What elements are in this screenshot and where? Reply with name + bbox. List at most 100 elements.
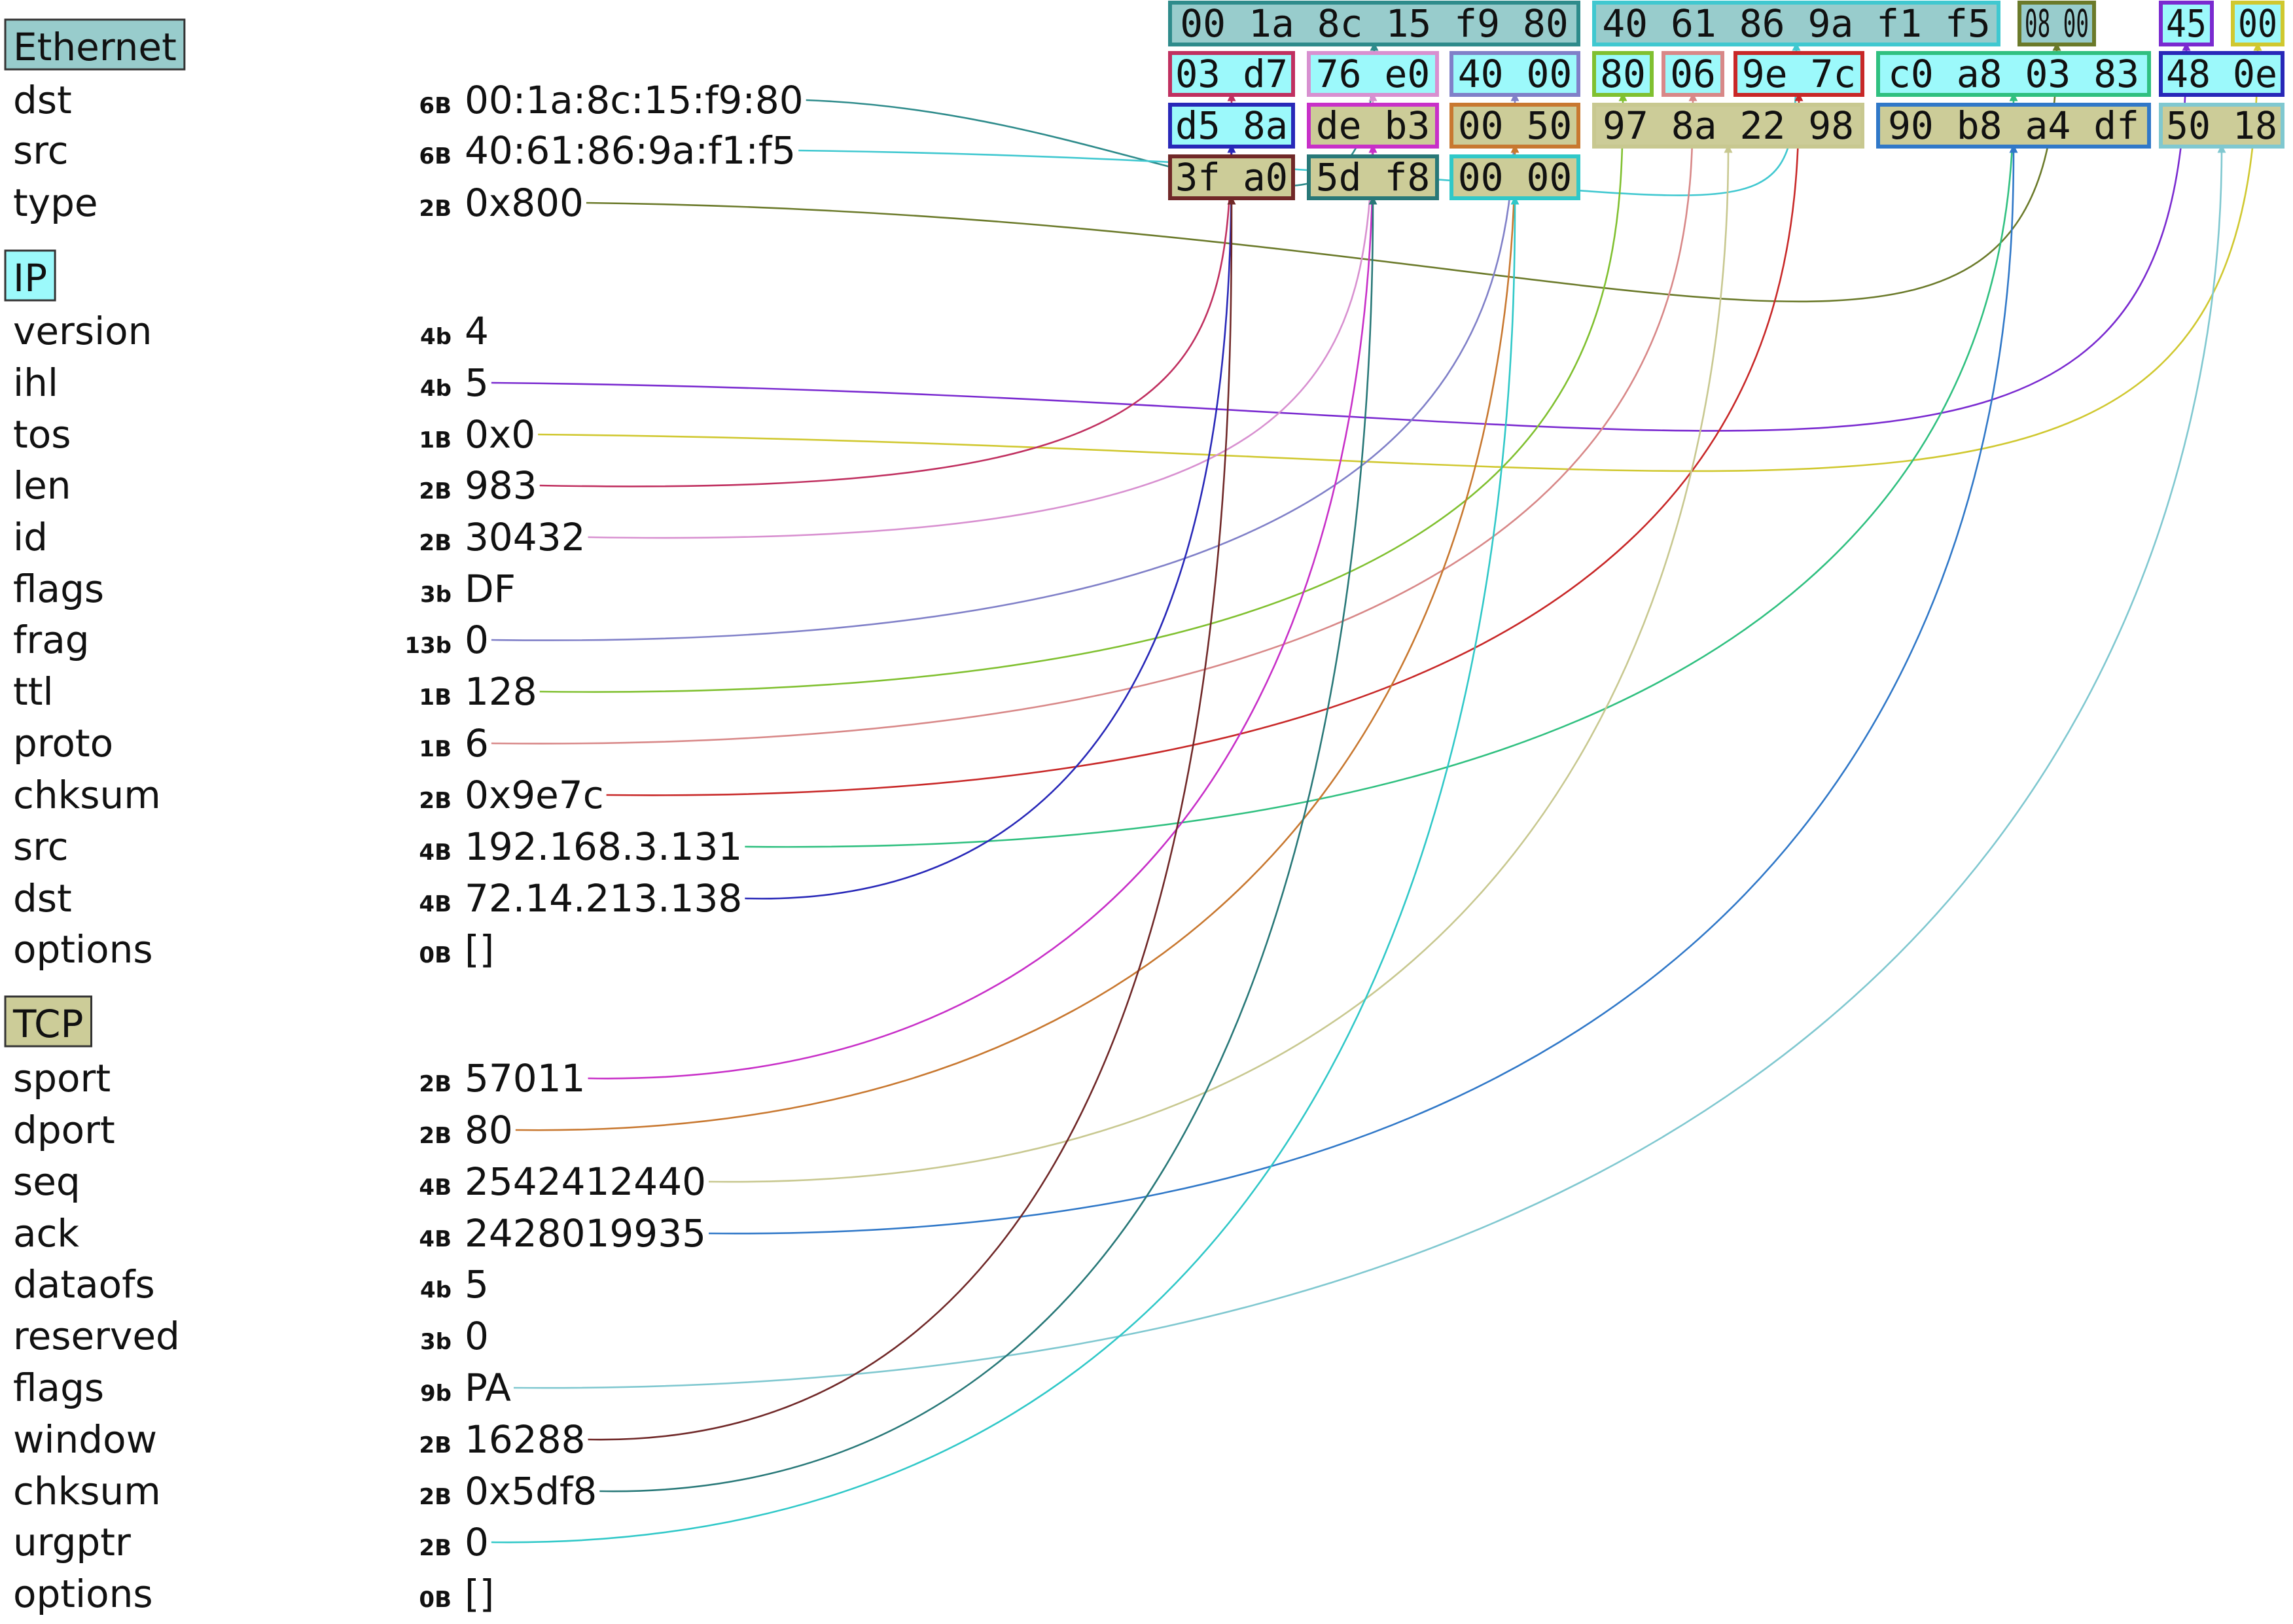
hex-group-box <box>1662 51 1724 97</box>
hex-group-box <box>1168 103 1295 149</box>
hex-group-ip-version-ihl: 45 <box>2159 1 2214 46</box>
field-name: flags <box>13 1366 104 1410</box>
field-name: id <box>13 515 48 559</box>
field-value: 30432 <box>465 515 586 559</box>
field-name: chksum <box>13 1469 161 1513</box>
field-row-ethernet-src: src 6B 40:61:86:9a:f1:f5 <box>13 128 796 173</box>
field-value: 0x0 <box>465 412 535 457</box>
field-size: 2B <box>419 1071 452 1097</box>
link-ip-frag <box>491 92 1520 641</box>
hex-group-ip-id: 76 e0 <box>1307 51 1439 97</box>
field-row-tcp-chksum: chksum 2B 0x5df8 <box>13 1469 597 1513</box>
hex-group-ip-tos: 00 <box>2231 1 2284 46</box>
hex-group-box <box>2159 103 2284 149</box>
hex-bytes: 45 <box>2166 1 2207 46</box>
field-row-tcp-ack: ack 4B 2428019935 <box>13 1211 706 1256</box>
field-value: 6 <box>465 721 489 766</box>
hex-bytes: 00 <box>2238 1 2277 46</box>
field-value: 80 <box>465 1108 513 1152</box>
field-value: 0x9e7c <box>465 773 604 817</box>
field-size: 2B <box>419 1484 452 1510</box>
field-size: 2B <box>419 530 452 556</box>
field-size: 2B <box>419 1123 452 1149</box>
hex-bytes: 00 50 <box>1458 103 1573 148</box>
field-list: Ethernet dst 6B 00:1a:8c:15:f9:80 src 6B 40:61… <box>4 18 804 1616</box>
hex-bytes: 3f a0 <box>1175 155 1288 200</box>
field-row-ip-dst: dst 4B 72.14.213.138 <box>13 876 742 921</box>
link-tcp-dport <box>515 144 1520 1131</box>
hex-bytes: 50 18 <box>2166 103 2277 148</box>
field-name: proto <box>13 721 113 766</box>
hex-bytes: 08 00 <box>2025 1 2089 46</box>
field-value: 57011 <box>465 1056 586 1101</box>
field-row-tcp-dport: dport 2B 80 <box>13 1108 513 1152</box>
field-to-bytes-links <box>491 42 2262 1544</box>
field-value: 0x5df8 <box>465 1469 597 1513</box>
field-value: DF <box>465 567 516 611</box>
field-value: [] <box>465 1572 494 1616</box>
field-name: chksum <box>13 773 161 817</box>
field-size: 9b <box>420 1381 452 1407</box>
field-name: seq <box>13 1159 80 1204</box>
field-row-ethernet-dst: dst 6B 00:1a:8c:15:f9:80 <box>13 78 804 122</box>
field-size: 4b <box>420 1277 452 1303</box>
hex-group-tcp-sport: de b3 <box>1307 103 1439 149</box>
field-row-ip-chksum: chksum 2B 0x9e7c <box>13 773 604 817</box>
hex-bytes: 00 00 <box>1458 155 1573 200</box>
hex-group-ethernet-dst: 00 1a 8c 15 f9 80 <box>1168 1 1580 46</box>
field-row-ip-ttl: ttl 1B 128 <box>13 669 537 714</box>
field-name: type <box>13 181 98 225</box>
hex-bytes: 40 61 86 9a f1 f5 <box>1602 1 1991 46</box>
field-value: PA <box>465 1366 511 1410</box>
section-label: TCP <box>12 1002 84 1046</box>
field-value: 40:61:86:9a:f1:f5 <box>465 128 796 173</box>
hex-bytes: 9e 7c <box>1742 52 1857 96</box>
field-value: 00:1a:8c:15:f9:80 <box>465 78 804 122</box>
field-value: 2542412440 <box>465 1159 706 1204</box>
field-name: flags <box>13 567 104 611</box>
hex-bytes: 06 <box>1670 52 1716 96</box>
field-name: tos <box>13 412 71 457</box>
field-name: window <box>13 1417 157 1462</box>
hex-group-box <box>1876 103 2151 149</box>
field-size: 2B <box>419 478 452 504</box>
link-ip-chksum <box>606 92 1804 796</box>
field-size: 4B <box>419 891 452 917</box>
field-size: 2B <box>419 1535 452 1561</box>
hex-group-ip-dst: 48 0e <box>2159 51 2284 97</box>
field-row-ip-len: len 2B 983 <box>13 463 537 508</box>
hex-group-box <box>1592 51 1654 97</box>
field-row-ip-src: src 4B 192.168.3.131 <box>13 824 742 869</box>
field-size: 3b <box>420 582 452 608</box>
hex-bytes: 5d f8 <box>1316 155 1431 200</box>
field-row-ethernet-type: type 2B 0x800 <box>13 181 584 225</box>
hex-bytes: 48 0e <box>2166 52 2277 96</box>
field-name: options <box>13 927 153 972</box>
field-value: 16288 <box>465 1417 586 1462</box>
link-tcp-window <box>588 196 1236 1441</box>
field-row-ip-flags: flags 3b DF <box>13 567 516 611</box>
field-name: sport <box>13 1056 111 1101</box>
field-size: 2B <box>419 1432 452 1458</box>
field-value: 983 <box>465 463 537 508</box>
hex-dump: 00 1a 8c 15 f9 80 40 61 86 9a f1 f5 08 00 4… <box>1168 1 2284 200</box>
field-name: ihl <box>13 361 58 405</box>
field-row-ip-proto: proto 1B 6 <box>13 721 489 766</box>
field-size: 4B <box>419 1174 452 1201</box>
hex-group-box <box>2017 1 2096 46</box>
field-value: 72.14.213.138 <box>465 876 742 921</box>
field-row-tcp-options: options 0B [] <box>13 1572 494 1616</box>
hex-group-ip-ttl: 80 <box>1592 51 1654 97</box>
hex-bytes: 97 8a 22 98 <box>1603 103 1854 148</box>
field-name: src <box>13 128 69 173</box>
field-row-ip-ihl: ihl 4b 5 <box>13 361 489 405</box>
link-ip-ihl <box>491 42 2191 432</box>
hex-group-box <box>2159 51 2284 97</box>
field-value: 5 <box>465 1262 489 1307</box>
hex-group-box <box>1876 51 2151 97</box>
hex-group-tcp-urgptr: 00 00 <box>1449 154 1580 200</box>
hex-group-box <box>1449 103 1580 149</box>
field-name: options <box>13 1572 153 1616</box>
field-size: 0B <box>419 942 452 968</box>
